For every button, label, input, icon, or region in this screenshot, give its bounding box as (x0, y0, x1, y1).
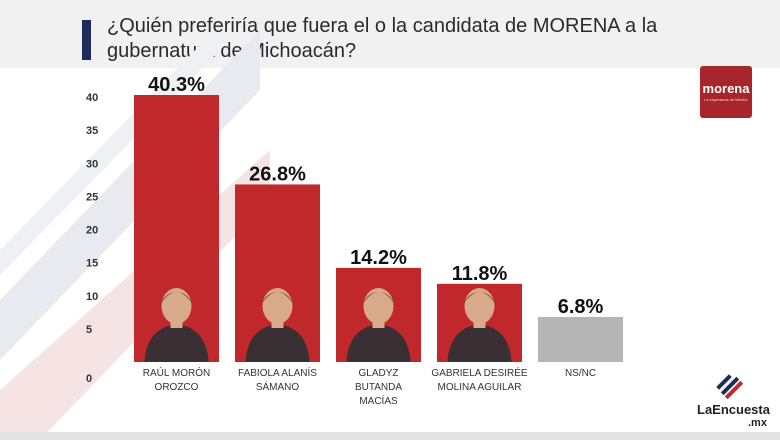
category-label: MOLINA AGUILAR (438, 382, 522, 393)
y-axis: 0 5 10 15 20 25 30 35 40 (86, 92, 98, 385)
y-tick-label: 35 (86, 125, 98, 137)
y-tick-label: 5 (86, 324, 92, 336)
value-label: 14.2% (350, 247, 407, 269)
title-accent (82, 20, 91, 60)
y-tick-label: 30 (86, 158, 98, 170)
candidate-photo (144, 288, 209, 362)
y-tick-label: 15 (86, 258, 98, 270)
candidate-photos (144, 288, 512, 362)
value-label: 11.8% (452, 263, 508, 285)
candidate-photo (447, 288, 512, 362)
chart-title: ¿Quién preferiría que fuera el o la cand… (107, 15, 658, 62)
y-tick-label: 40 (86, 92, 98, 104)
source-domain: .mx (748, 417, 767, 429)
category-label: NS/NC (565, 368, 596, 379)
category-label: SÁMANO (256, 380, 300, 393)
title-bar (0, 0, 780, 68)
value-label: 26.8% (249, 163, 306, 185)
source-brand: LaEncuesta (697, 402, 770, 417)
category-label: GLADYZ (358, 368, 398, 379)
category-label: MACÍAS (359, 394, 398, 407)
category-label: GABRIELA DESIRÉE (431, 366, 527, 379)
laencuesta-icon (716, 374, 744, 400)
value-labels: 40.3% 26.8% 14.2% 11.8% 6.8% (148, 74, 603, 318)
category-label: FABIOLA ALANÍS (238, 366, 317, 379)
y-tick-label: 25 (86, 191, 98, 203)
candidate-photo (346, 288, 411, 362)
bar (538, 316, 623, 362)
logo-word: morena (702, 80, 750, 96)
morena-logo: morena La esperanza de México (700, 66, 752, 118)
logo-tagline: La esperanza de México (704, 96, 748, 102)
value-label: 6.8% (558, 296, 604, 318)
bottom-strip (0, 432, 780, 440)
y-tick-label: 10 (86, 291, 98, 303)
value-label: 40.3% (148, 74, 205, 96)
y-tick-label: 20 (86, 225, 98, 237)
category-label: RAÚL MORÓN (143, 366, 210, 379)
y-tick-label: 0 (86, 373, 92, 385)
category-label: BUTANDA (355, 382, 402, 393)
category-label: OROZCO (155, 382, 199, 393)
candidate-photo (245, 288, 310, 362)
